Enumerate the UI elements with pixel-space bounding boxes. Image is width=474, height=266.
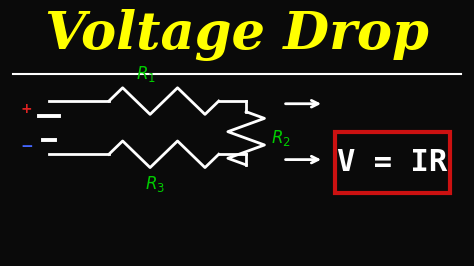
FancyBboxPatch shape [336, 132, 450, 193]
Text: $R_2$: $R_2$ [271, 128, 291, 148]
Text: $R_3$: $R_3$ [145, 173, 164, 194]
Text: +: + [21, 102, 32, 116]
Text: Voltage Drop: Voltage Drop [45, 9, 429, 61]
Text: −: − [20, 139, 33, 154]
Text: $R_1$: $R_1$ [136, 64, 155, 85]
Text: V = IR: V = IR [337, 148, 447, 177]
